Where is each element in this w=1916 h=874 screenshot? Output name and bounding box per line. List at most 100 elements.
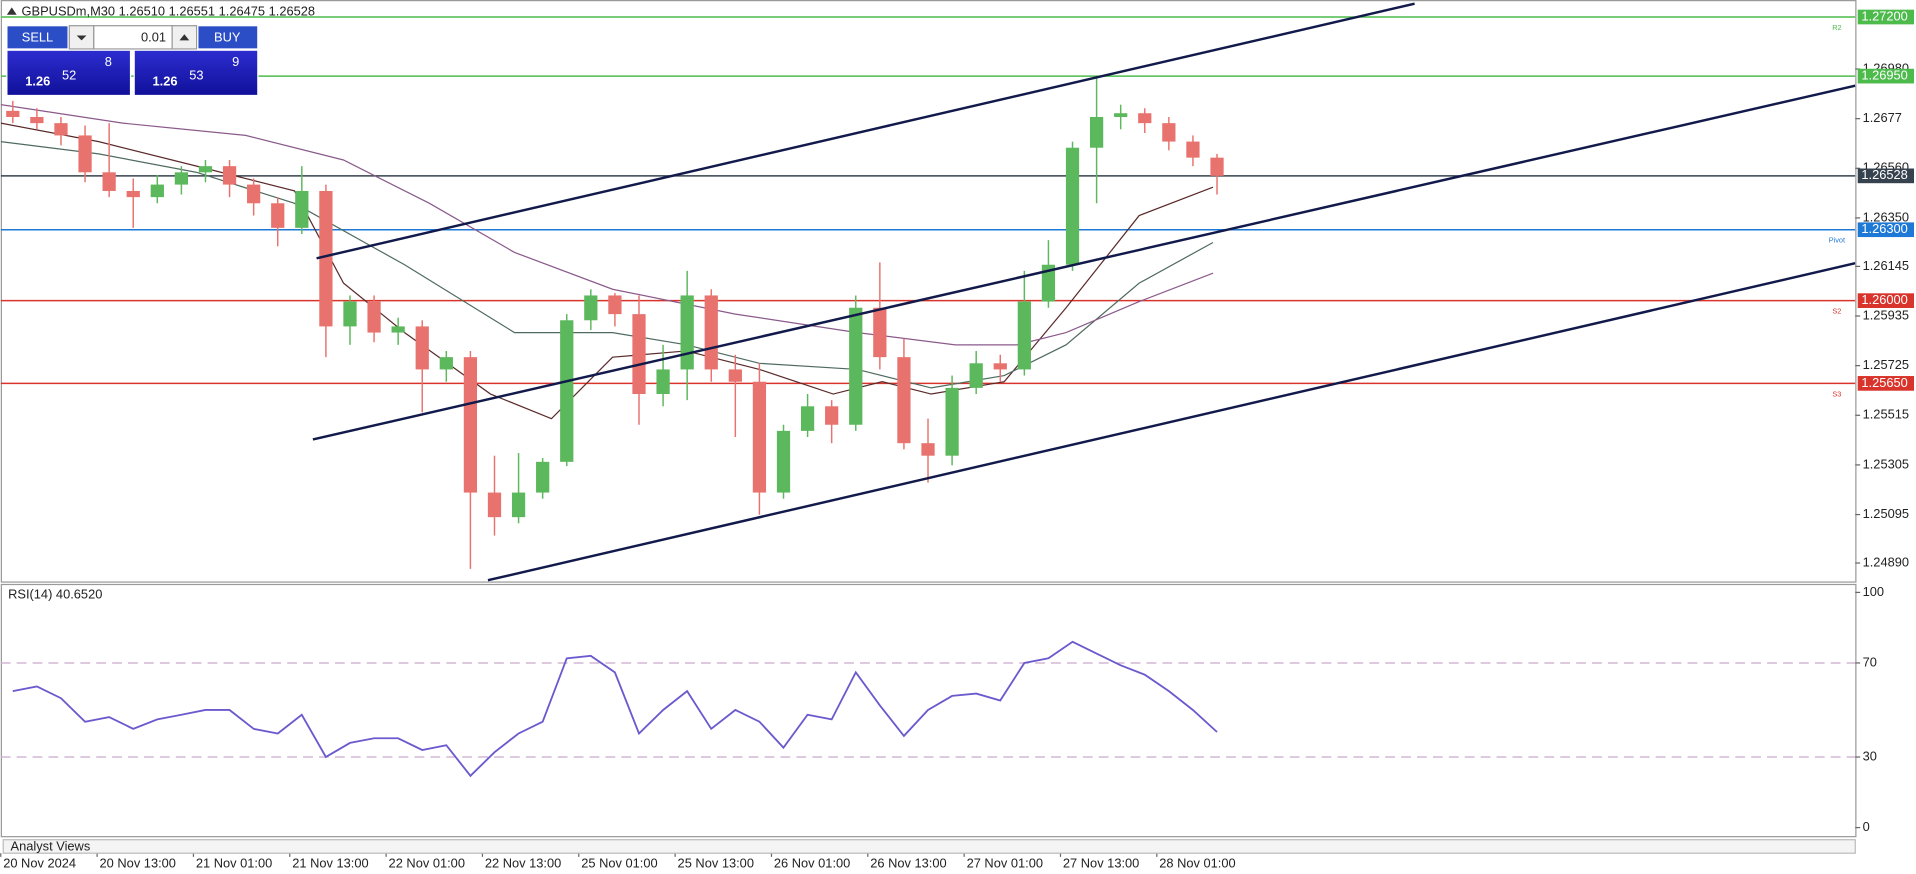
candle-body — [752, 381, 767, 493]
y-tick-label: 1.25515 — [1863, 407, 1909, 422]
candle-body — [415, 326, 429, 370]
candle-body — [1065, 147, 1080, 265]
level-label-box — [1857, 68, 1915, 84]
rsi-layer — [0, 640, 1856, 778]
level-label-box — [1857, 222, 1915, 238]
candle-body — [993, 363, 1007, 370]
x-tick-label: 25 Nov 13:00 — [678, 856, 754, 871]
candle-body — [54, 123, 68, 136]
level-label-box — [1857, 376, 1915, 391]
candle-body — [728, 369, 742, 382]
y-tick-label: 1.2677 — [1863, 110, 1902, 125]
ask-small: 9 — [232, 54, 239, 69]
candle-body — [704, 295, 718, 370]
level-name: S2 — [1832, 307, 1841, 316]
candle-body — [511, 492, 526, 518]
level-label-box — [1857, 168, 1915, 184]
rsi-panel-frame — [0, 583, 1857, 838]
x-tick-label: 21 Nov 01:00 — [196, 856, 272, 871]
trend-line — [487, 261, 1856, 582]
candle-body — [174, 172, 189, 185]
up-arrow — [179, 34, 190, 41]
y-tick-label: 1.25305 — [1863, 456, 1909, 471]
candle-body — [247, 184, 261, 204]
candle-body — [487, 492, 502, 518]
candle-body — [30, 116, 44, 124]
y-tick-label: 30 — [1863, 748, 1877, 763]
x-tick-label: 21 Nov 13:00 — [292, 856, 368, 871]
rsi-header: RSI(14) 40.6520 — [8, 586, 102, 601]
y-tick-label: 1.26145 — [1863, 258, 1909, 273]
candle-body — [319, 190, 333, 327]
candle-body — [367, 301, 381, 333]
ask-prefix: 1.26 — [153, 73, 178, 88]
candle-body — [463, 357, 478, 493]
moving-average — [0, 122, 1214, 420]
candle-body — [102, 172, 116, 191]
y-tick-label: 1.24890 — [1863, 554, 1909, 569]
candle-body — [1017, 301, 1031, 370]
trend-line — [316, 2, 1415, 260]
x-tick-label: 28 Nov 01:00 — [1159, 856, 1235, 871]
buy-label: BUY — [214, 29, 241, 44]
candle-body — [680, 295, 694, 370]
bid-box[interactable] — [6, 49, 132, 97]
bid-prefix: 1.26 — [25, 73, 50, 88]
price-panel-frame — [0, 0, 1857, 583]
candle-body — [536, 461, 550, 493]
level-name: Pivot — [1829, 236, 1845, 245]
trend-channel — [312, 2, 1856, 582]
level-label: 1.26528 — [1861, 167, 1907, 182]
candle-body — [800, 406, 815, 431]
x-tick-label: 20 Nov 2024 — [3, 856, 76, 871]
x-tick-label: 26 Nov 01:00 — [774, 856, 850, 871]
level-label: 1.25650 — [1861, 375, 1907, 390]
candle-body — [1114, 113, 1128, 117]
candle-body — [343, 301, 357, 327]
x-tick-label: 22 Nov 13:00 — [485, 856, 561, 871]
footer-tab[interactable]: Analyst Views — [11, 838, 91, 853]
candle-body — [632, 314, 646, 395]
candle-body — [921, 443, 935, 456]
y-tick-label: 1.25095 — [1863, 506, 1909, 521]
buy-button[interactable] — [197, 25, 259, 50]
y-tick-label: 0 — [1863, 819, 1870, 834]
candle-body — [271, 203, 285, 228]
candle-body — [222, 166, 237, 185]
candle-body — [1041, 264, 1056, 302]
x-tick-label: 25 Nov 01:00 — [581, 856, 657, 871]
bid-big: 52 — [62, 67, 76, 82]
y-tick-label: 100 — [1863, 584, 1884, 599]
candle-body — [1089, 116, 1104, 148]
candle-body — [6, 110, 20, 117]
x-tick-label: 27 Nov 01:00 — [967, 856, 1043, 871]
y-tick-label: 1.25935 — [1863, 307, 1909, 322]
level-label: 1.26000 — [1861, 292, 1907, 307]
y-tick-label: 70 — [1863, 654, 1877, 669]
candle-body — [126, 190, 140, 198]
candle-body — [897, 357, 911, 444]
candle-body — [825, 406, 839, 425]
candle-body — [656, 369, 670, 395]
x-tick-label: 26 Nov 13:00 — [870, 856, 946, 871]
candle-body — [608, 295, 622, 315]
candle-body — [849, 307, 863, 425]
trend-line — [312, 84, 1856, 441]
level-name: R2 — [1832, 23, 1841, 32]
candle-body — [560, 320, 574, 462]
bid-small: 8 — [105, 54, 112, 69]
sell-label: SELL — [22, 29, 53, 44]
sell-button[interactable] — [6, 25, 69, 50]
trade-panel: SELL 0.01 BUY 1.26 52 8 1.26 53 9 — [6, 25, 259, 97]
ask-box[interactable] — [133, 49, 259, 97]
candle-body — [776, 430, 791, 493]
chart-header: GBPUSDm,M30 1.26510 1.26551 1.26475 1.26… — [22, 4, 315, 19]
candle-body — [1210, 157, 1224, 176]
collapse-icon[interactable] — [6, 7, 17, 15]
down-arrow — [76, 35, 87, 41]
candle-body — [1138, 113, 1152, 124]
x-tick-label: 27 Nov 13:00 — [1063, 856, 1139, 871]
candle-body — [584, 295, 598, 321]
lot-value: 0.01 — [141, 29, 166, 44]
